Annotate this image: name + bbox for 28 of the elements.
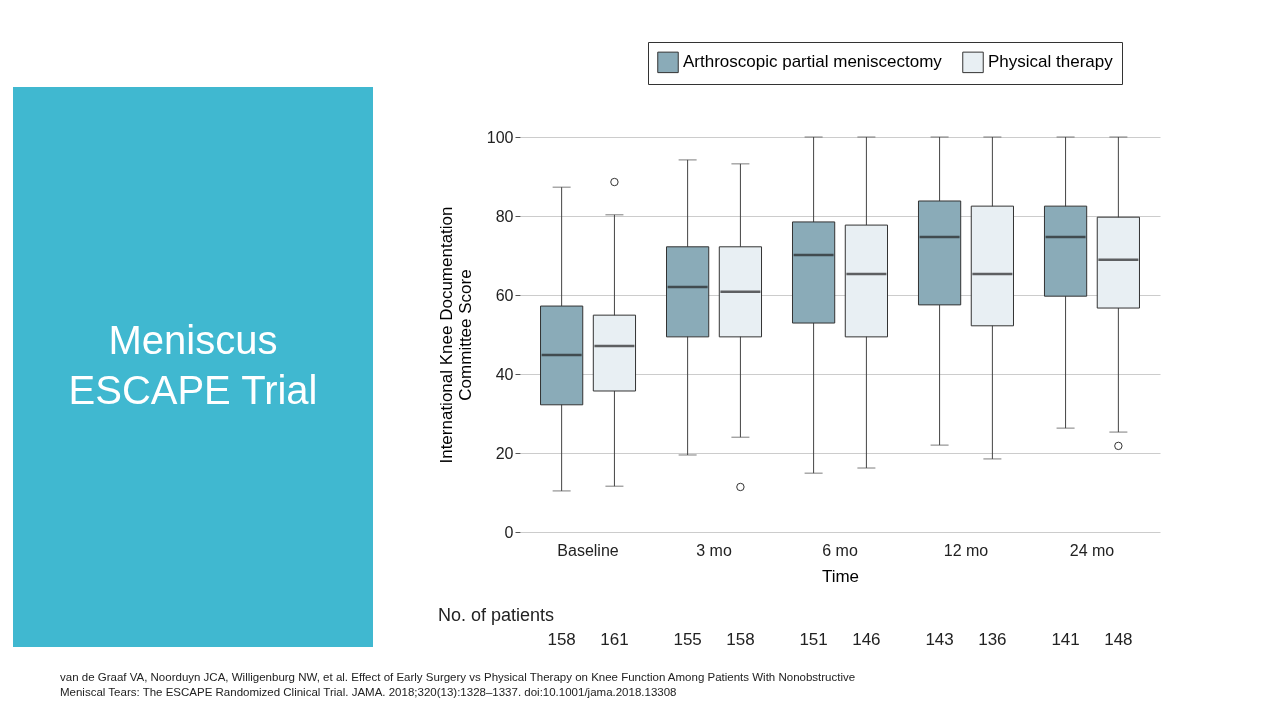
x-axis-title: Time [821, 566, 860, 586]
y-axis-title: International Knee Documentation Committee Score [436, 206, 475, 464]
text: 141 [1051, 630, 1080, 649]
text: 158 [547, 630, 576, 649]
x-tick-label: Baseline [557, 541, 619, 559]
y-tick-label: 80 [495, 207, 514, 225]
legend-label: Arthroscopic partial meniscectomy [683, 52, 943, 72]
text: 136 [978, 630, 1007, 649]
y-tick-label: 20 [495, 444, 514, 462]
y-tick-label: 0 [504, 523, 514, 541]
legend-label: Physical therapy [988, 52, 1114, 72]
y-tick-label: 40 [495, 365, 514, 383]
x-tick-label: 3 mo [696, 541, 732, 559]
text: 151 [799, 630, 828, 649]
x-tick-label: 24 mo [1069, 541, 1115, 559]
text: No. of patients [438, 605, 555, 625]
text: Meniscus ESCAPE Trial [68, 318, 318, 412]
y-tick-label: 60 [495, 286, 514, 304]
text: 143 [925, 630, 954, 649]
y-tick-label: 100 [486, 128, 514, 146]
text: 158 [726, 630, 755, 649]
text: 146 [852, 630, 881, 649]
text: 155 [673, 630, 702, 649]
x-tick-label: 6 mo [822, 541, 858, 559]
text: 148 [1104, 630, 1133, 649]
text: van de Graaf VA, Noorduyn JCA, Willigenburg NW, et al. Effect of Early Surgery vs Physical Therapy on Knee Function Among Patients With Nonobstructive Meniscal Tears: The ESCAPE Randomized Clinical Trial. JAMA. 2018;320(13):1328–1337. doi:10.1001/jama.2018.13308 [60, 671, 856, 698]
text: 161 [600, 630, 629, 649]
x-tick-label: 12 mo [943, 541, 989, 559]
